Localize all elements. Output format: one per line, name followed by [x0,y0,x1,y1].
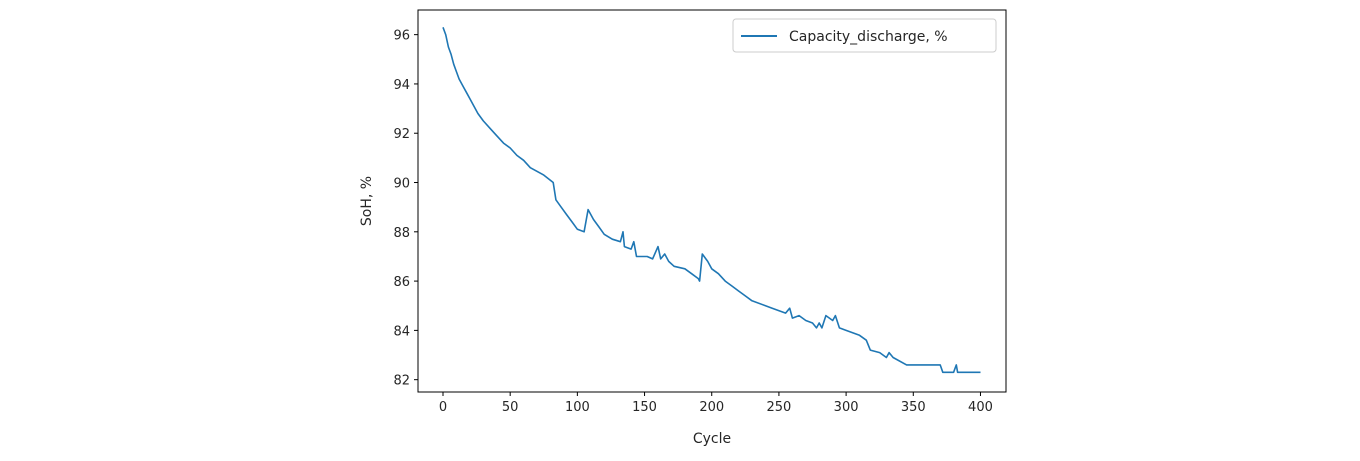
series-line [442,27,981,374]
x-tick-label: 200 [699,400,724,415]
x-tick-label: 0 [439,400,447,415]
x-tick-label: 100 [565,400,590,415]
legend-label: Capacity_discharge, % [789,29,948,45]
x-axis: 0 50 100 150 200 250 300 350 400 [439,392,993,415]
y-axis-label: SoH, % [359,176,375,226]
y-tick-label: 96 [393,29,410,44]
y-tick-label: 94 [393,78,410,93]
legend-box [732,18,997,53]
plot-frame [417,9,1007,393]
y-tick-label: 84 [393,324,410,339]
y-tick-label: 92 [393,127,410,142]
x-tick-label: 350 [901,400,926,415]
x-tick-label: 400 [968,400,993,415]
y-tick-label: 82 [393,374,410,389]
x-tick-label: 300 [834,400,859,415]
y-tick-label: 88 [393,226,410,241]
x-tick-label: 250 [767,400,792,415]
x-axis-label: Cycle [693,431,731,447]
y-axis: 82 84 86 88 90 92 94 96 [393,29,418,389]
x-tick-label: 50 [502,400,519,415]
y-tick-label: 86 [393,275,410,290]
legend: Capacity_discharge, % [732,18,997,53]
y-tick-label: 90 [393,177,410,192]
x-tick-label: 150 [632,400,657,415]
